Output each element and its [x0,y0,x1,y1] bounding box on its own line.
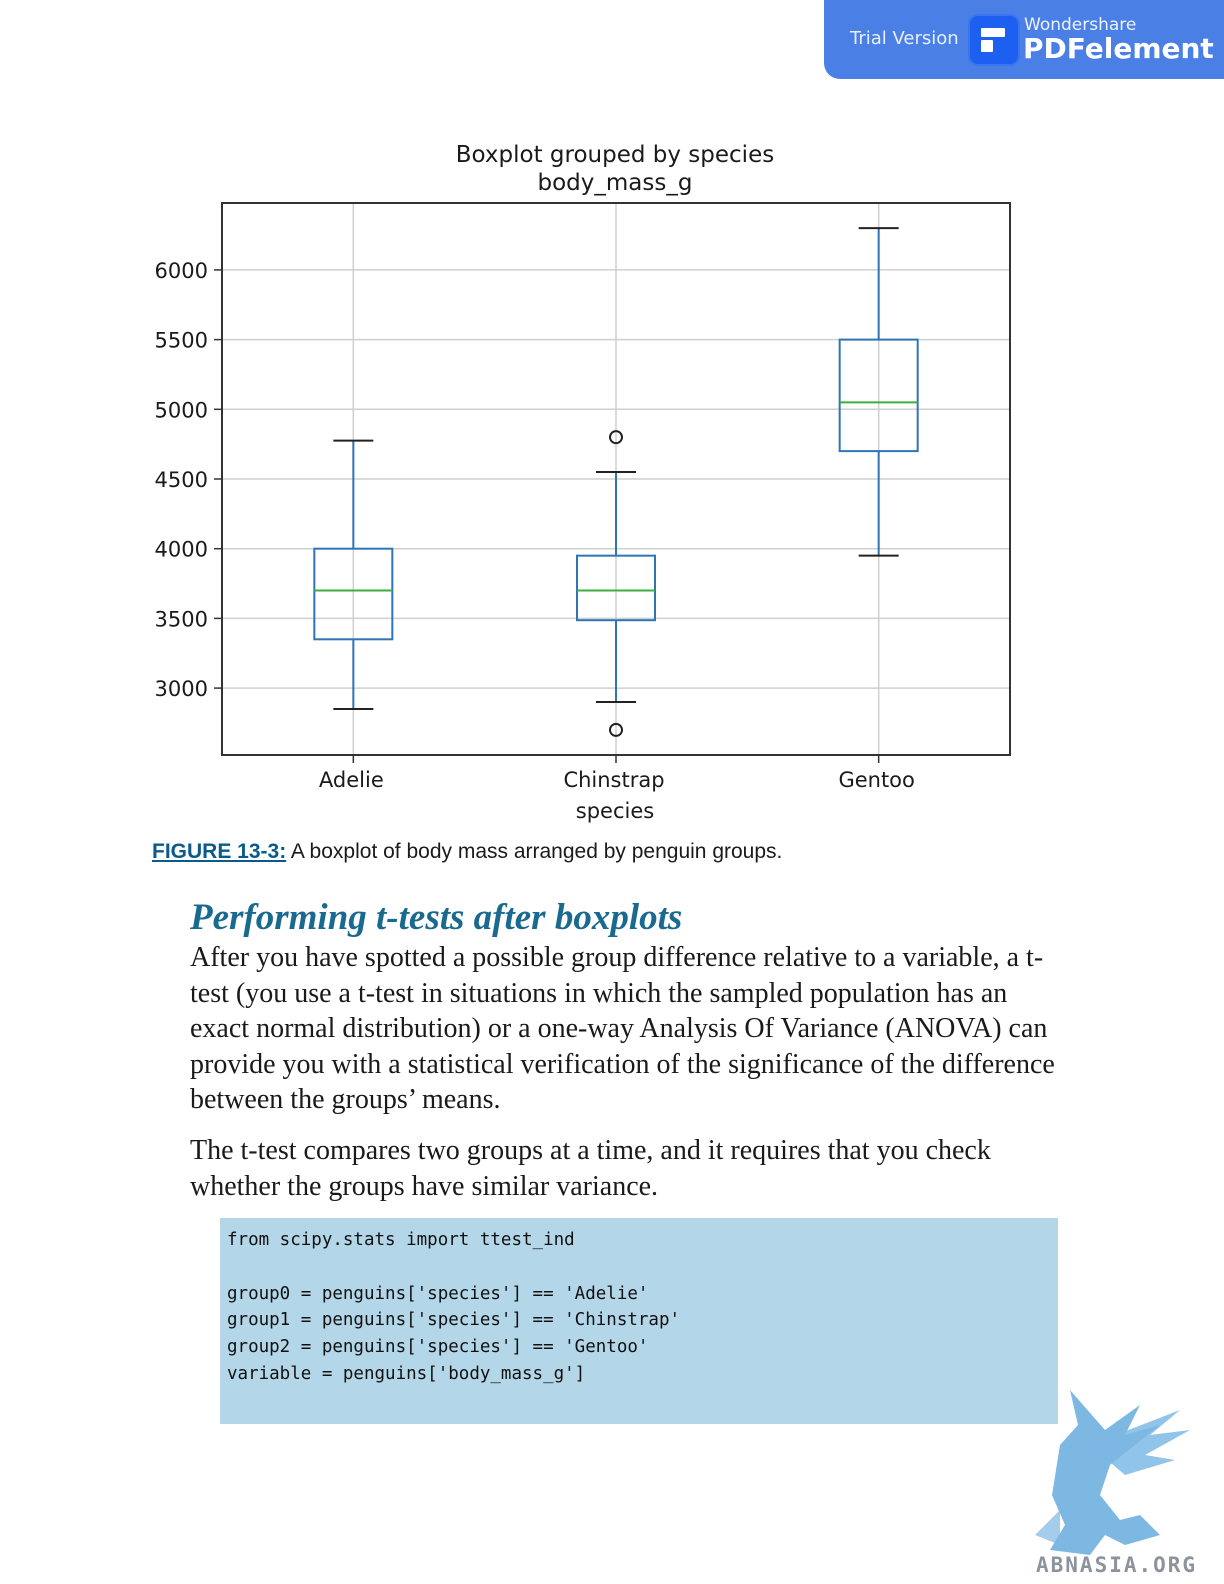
box-gentoo [838,338,919,453]
chart-axes: 3000 3500 4000 4500 5000 5500 6000 Adelie Chinst… [155,259,915,792]
product-name: PDFelement [1023,32,1214,65]
trial-version-label: Trial Version [850,28,959,49]
griffin-logo-icon [1035,1390,1190,1555]
figure-caption: FIGURE 13-3: A boxplot of body mass arra… [152,840,782,864]
x-tick-label: Adelie [319,768,384,792]
watermark-text: ABNASIA.ORG [1036,1553,1198,1577]
y-tick-label: 5500 [155,329,208,353]
y-tick-label: 4000 [155,538,208,562]
y-tick-label: 6000 [155,259,208,283]
boxplot-chart: 3000 3500 4000 4500 5000 5500 6000 Adelie Chinst… [155,142,1011,823]
outlier-point [609,722,623,737]
trial-badge[interactable]: Trial Version Wondershare PDFelement [824,0,1224,79]
y-tick-label: 4500 [155,468,208,492]
x-axis-label: species [576,799,654,823]
y-tick-label: 3500 [155,607,208,631]
outlier-point [609,430,623,445]
brand-name: Wondershare [1024,15,1137,35]
x-tick-label: Chinstrap [563,768,664,792]
figure-label-link[interactable]: FIGURE 13-3: [152,840,287,863]
box-adelie [313,547,394,641]
x-tick-label: Gentoo [838,768,914,792]
code-text: from scipy.stats import ttest_ind group0… [227,1230,681,1384]
chart-subtitle: body_mass_g [538,170,693,196]
body-paragraph: After you have spotted a possible group … [190,942,1055,1115]
figure-caption-text: A boxplot of body mass arranged by pengu… [286,840,783,863]
body-paragraph: The t-test compares two groups at a time… [190,1135,991,1202]
y-tick-label: 3000 [155,677,208,701]
chart-title: Boxplot grouped by species [456,142,774,168]
box-chinstrap [576,554,656,622]
y-tick-label: 5000 [155,398,208,422]
section-heading: Performing t-tests after boxplots [190,897,683,938]
chart-boxes [313,227,919,737]
pdfelement-logo-icon [968,14,1020,66]
code-block: from scipy.stats import ttest_ind group0… [220,1218,1058,1424]
